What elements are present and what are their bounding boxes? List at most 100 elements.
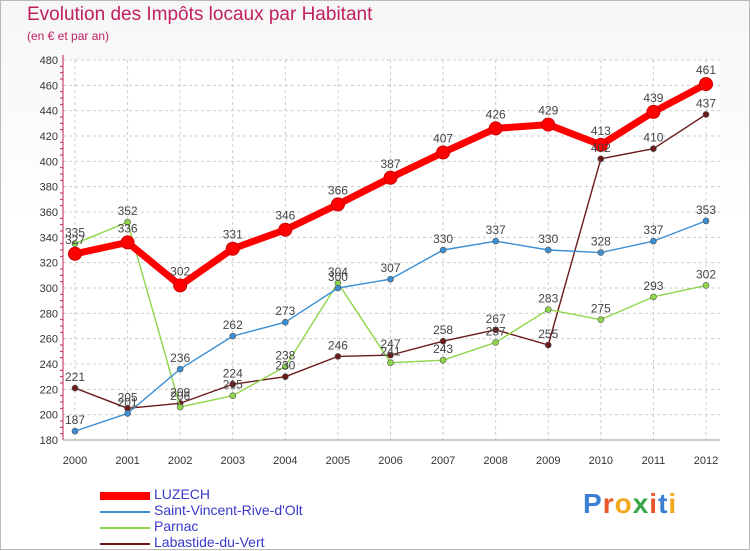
logo-letter: r bbox=[602, 488, 615, 519]
y-tick-label: 340 bbox=[40, 232, 58, 244]
data-label: 215 bbox=[223, 378, 243, 392]
x-tick-label: 2010 bbox=[589, 455, 613, 467]
data-label: 221 bbox=[65, 370, 85, 384]
data-label: 337 bbox=[486, 223, 506, 237]
plot-area bbox=[63, 60, 720, 440]
data-point bbox=[71, 384, 79, 392]
data-point bbox=[334, 353, 342, 360]
data-label: 402 bbox=[591, 141, 611, 155]
data-point bbox=[541, 117, 556, 132]
data-label: 304 bbox=[328, 265, 348, 279]
legend-label: Parnac bbox=[154, 518, 199, 534]
y-tick-label: 300 bbox=[40, 283, 58, 295]
x-tick-label: 2006 bbox=[378, 455, 402, 467]
data-label: 353 bbox=[696, 203, 716, 217]
data-point bbox=[597, 316, 605, 323]
x-tick-label: 2002 bbox=[168, 455, 192, 467]
data-point bbox=[229, 380, 237, 388]
data-point bbox=[176, 403, 184, 411]
legend-label: Saint-Vincent-Rive-d'Olt bbox=[154, 502, 303, 518]
data-label: 426 bbox=[486, 107, 506, 121]
y-tick-label: 200 bbox=[40, 410, 58, 422]
data-label: 275 bbox=[591, 302, 611, 316]
legend-label: LUZECH bbox=[154, 486, 211, 502]
y-tick-label: 420 bbox=[40, 131, 58, 143]
chart-subtitle: (en € et par an) bbox=[27, 29, 110, 43]
data-point bbox=[71, 240, 79, 247]
legend-label: Labastide-du-Vert bbox=[154, 534, 265, 550]
data-point bbox=[702, 217, 710, 225]
data-point bbox=[593, 137, 608, 152]
y-tick-label: 180 bbox=[40, 435, 58, 447]
data-point bbox=[439, 337, 447, 345]
y-tick-label: 440 bbox=[40, 106, 58, 118]
data-point bbox=[229, 392, 237, 399]
data-point bbox=[436, 145, 451, 160]
data-point bbox=[225, 241, 240, 256]
data-label: 206 bbox=[170, 389, 190, 403]
x-tick-label: 2000 bbox=[63, 455, 87, 467]
data-label: 330 bbox=[433, 232, 453, 246]
data-label: 410 bbox=[643, 131, 663, 145]
data-point bbox=[124, 410, 131, 417]
data-label: 273 bbox=[275, 304, 295, 318]
x-tick-label: 2008 bbox=[483, 455, 507, 467]
data-label: 257 bbox=[486, 324, 506, 338]
logo-letter: P bbox=[583, 488, 603, 519]
data-label: 300 bbox=[328, 270, 348, 284]
data-point bbox=[387, 351, 394, 359]
y-tick-label: 360 bbox=[40, 207, 58, 219]
data-point bbox=[124, 218, 131, 226]
data-point bbox=[278, 222, 293, 237]
x-tick-label: 2005 bbox=[326, 455, 350, 467]
proxiti-logo: Proxiti bbox=[583, 488, 677, 520]
data-label: 224 bbox=[223, 366, 243, 380]
x-tick-label: 2007 bbox=[431, 455, 455, 467]
data-point bbox=[702, 111, 710, 118]
logo-letter: t bbox=[658, 488, 669, 519]
data-label: 413 bbox=[591, 124, 611, 138]
data-label: 255 bbox=[538, 327, 558, 341]
data-label: 293 bbox=[643, 279, 663, 293]
data-point bbox=[650, 293, 657, 301]
data-label: 302 bbox=[696, 267, 716, 281]
data-label: 258 bbox=[433, 323, 453, 337]
chart-title: Evolution des Impôts locaux par Habitant bbox=[27, 4, 373, 25]
data-label: 243 bbox=[433, 342, 453, 356]
data-point bbox=[282, 373, 289, 380]
data-point bbox=[492, 339, 499, 346]
data-label: 352 bbox=[118, 204, 138, 218]
data-point bbox=[544, 306, 552, 313]
data-point bbox=[71, 427, 79, 435]
data-label: 439 bbox=[643, 91, 663, 105]
data-label: 437 bbox=[696, 96, 716, 110]
data-point bbox=[68, 246, 82, 261]
data-point bbox=[702, 282, 710, 289]
data-point bbox=[282, 363, 289, 370]
data-point bbox=[544, 246, 552, 254]
data-point bbox=[120, 235, 135, 250]
data-point bbox=[544, 341, 552, 349]
data-label: 387 bbox=[380, 157, 400, 171]
data-point bbox=[387, 359, 394, 367]
data-label: 335 bbox=[65, 226, 85, 240]
data-point bbox=[282, 318, 289, 326]
y-tick-label: 220 bbox=[40, 384, 58, 396]
data-point bbox=[650, 145, 657, 152]
data-point bbox=[488, 121, 503, 136]
data-point bbox=[597, 155, 605, 163]
legend-swatch bbox=[100, 527, 150, 529]
data-label: 267 bbox=[486, 312, 506, 326]
y-tick-label: 280 bbox=[40, 308, 58, 320]
x-tick-label: 2004 bbox=[273, 455, 297, 467]
logo-letter: x bbox=[632, 488, 650, 519]
data-label: 238 bbox=[275, 349, 295, 363]
data-point bbox=[173, 278, 188, 293]
data-point bbox=[176, 365, 184, 373]
data-point bbox=[646, 104, 661, 119]
data-point bbox=[229, 332, 237, 340]
data-label: 236 bbox=[170, 351, 190, 365]
data-point bbox=[439, 246, 447, 254]
legend-swatch bbox=[100, 492, 150, 500]
